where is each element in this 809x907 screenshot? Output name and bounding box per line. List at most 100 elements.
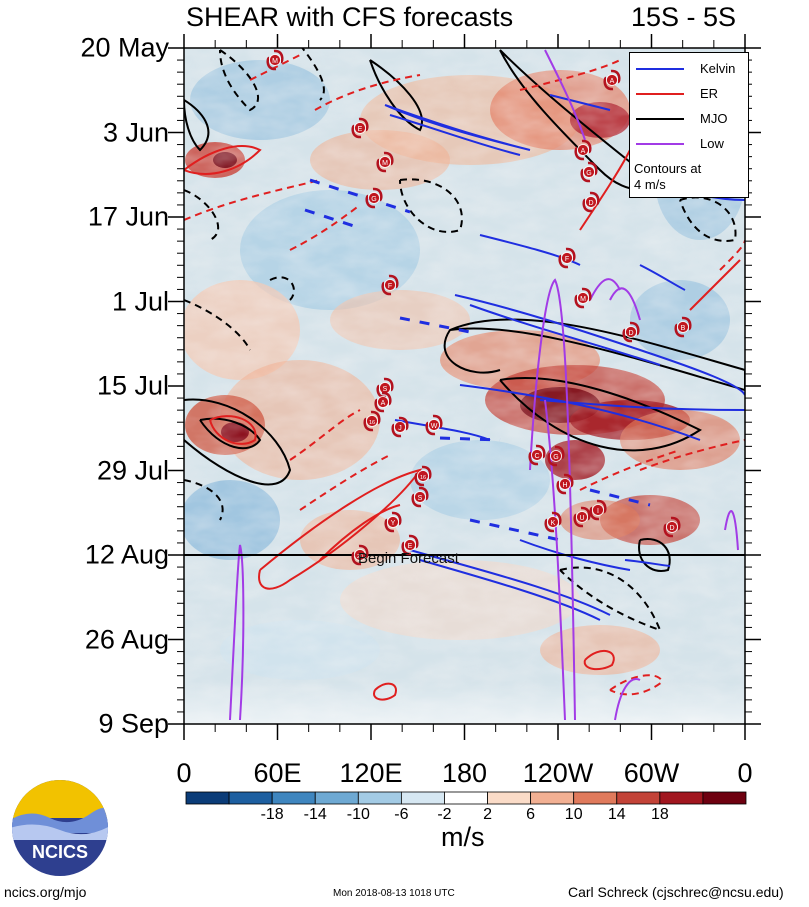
storm-marker-label: G [371, 196, 376, 203]
storm-marker-label: F [388, 283, 392, 290]
legend: Kelvin ER MJO Low Contours at 4 m/s [629, 52, 749, 198]
colorbar-swatch [357, 791, 402, 805]
x-tick-label: 0 [176, 758, 192, 788]
legend-label: ER [700, 86, 719, 101]
storm-marker-label: M [580, 296, 586, 303]
forecast-label: Begin Forecast [358, 550, 460, 567]
storm-marker-label: A [610, 78, 615, 85]
colorbar-swatch [702, 791, 747, 805]
storm-marker: Y [384, 511, 402, 533]
storm-marker-label: D [669, 525, 674, 532]
storm-marker-label: D [588, 200, 593, 207]
storm-marker-label: D [628, 330, 633, 337]
storm-marker-label: 20 [357, 554, 363, 560]
storm-marker: B [674, 316, 692, 338]
colorbar-label: 14 [607, 806, 626, 823]
storm-marker-label: K [551, 520, 556, 527]
x-tick-label: 180 [441, 758, 488, 788]
latitude-band: 15S - 5S [631, 2, 737, 32]
legend-item-low: Low [634, 136, 746, 152]
storm-marker: 16 [414, 465, 432, 487]
colorbar-label: 2 [483, 806, 492, 823]
legend-label: Low [700, 136, 724, 151]
colorbar-label: -6 [394, 806, 409, 823]
storm-marker-label: F [565, 256, 569, 263]
legend-label: Kelvin [700, 61, 736, 76]
ncics-logo: NCICS [12, 780, 108, 876]
storm-marker: S [411, 486, 429, 508]
storm-marker: W [425, 414, 443, 436]
colorbar-swatch [314, 791, 359, 805]
storm-marker: A [574, 139, 592, 161]
storm-marker: A [374, 391, 392, 413]
storm-marker: 16 [363, 410, 381, 432]
storm-marker-label: 16 [420, 475, 426, 481]
storm-marker-label: S [383, 386, 388, 393]
legend-label: MJO [700, 111, 728, 126]
storm-marker: I [589, 499, 607, 521]
storm-marker: D [663, 516, 681, 538]
storm-marker: D [622, 321, 640, 343]
storm-marker: E [401, 534, 419, 556]
storm-marker-label: I [597, 508, 599, 515]
storm-marker-label: S [418, 495, 423, 502]
author-credit: Carl Schreck (cjschrec@ncsu.edu) [568, 884, 784, 900]
timestamp: Mon 2018-08-13 1018 UTC [333, 888, 455, 899]
storm-marker-label: W [431, 423, 438, 430]
x-tick-label: 120W [522, 758, 594, 788]
colorbar-swatch [616, 791, 661, 805]
storm-marker-label: M [272, 58, 278, 65]
y-tick-label: 17 Jun [87, 201, 169, 232]
x-axis [183, 34, 746, 740]
colorbar-swatch [530, 791, 575, 805]
x-tick-label: 60E [253, 758, 302, 788]
storm-marker-label: G [553, 454, 558, 461]
storm-marker: G [365, 187, 383, 209]
storm-marker-label: A [381, 400, 386, 407]
storm-marker-label: E [408, 543, 413, 550]
storm-marker: D [582, 191, 600, 213]
storm-marker-label: U [579, 515, 584, 522]
colorbar-swatch [659, 791, 704, 805]
colorbar-label: -10 [346, 806, 370, 823]
y-tick-label: 29 Jul [96, 455, 169, 485]
y-tick-label: 1 Jul [111, 286, 169, 316]
storm-marker: A [603, 69, 621, 91]
chart-title: SHEAR with CFS forecasts [186, 2, 514, 32]
x-tick-label: 60W [623, 758, 680, 788]
colorbar-swatch [444, 791, 488, 805]
y-axis [168, 47, 761, 725]
x-tick-label: 0 [737, 758, 753, 788]
colorbar-swatch [185, 791, 230, 805]
colorbar-label: 10 [564, 806, 583, 823]
storm-marker: J [391, 416, 409, 438]
colorbar-label: -2 [437, 806, 452, 823]
storm-marker: C [528, 444, 546, 466]
legend-item-kelvin: Kelvin [634, 61, 746, 77]
storm-marker-label: J [398, 425, 402, 432]
storm-marker-label: Y [391, 520, 396, 527]
legend-item-mjo: MJO [634, 111, 746, 127]
storm-marker: G [580, 161, 598, 183]
y-tick-label: 15 Jul [96, 370, 169, 401]
colorbar-units: m/s [441, 822, 485, 852]
site-url[interactable]: ncics.org/mjo [4, 884, 87, 900]
legend-note: 4 m/s [634, 177, 666, 192]
storm-marker: F [381, 274, 399, 296]
colorbar-swatch [228, 791, 273, 805]
colorbar-label: 6 [526, 806, 536, 823]
storm-marker-label: H [562, 482, 567, 489]
colorbar-label: 18 [650, 806, 669, 823]
storm-marker-label: B [681, 325, 686, 332]
colorbar-swatch [573, 791, 618, 805]
y-tick-label: 20 May [80, 32, 169, 63]
storm-marker: K [544, 511, 562, 533]
storm-marker: M [266, 49, 284, 71]
logo-text: NCICS [32, 842, 88, 862]
x-tick-label: 120E [339, 758, 403, 788]
storm-marker: 20 [351, 544, 369, 566]
storm-marker: S [376, 377, 394, 399]
colorbar-swatch [487, 791, 532, 805]
colorbar-label: -18 [260, 806, 284, 823]
